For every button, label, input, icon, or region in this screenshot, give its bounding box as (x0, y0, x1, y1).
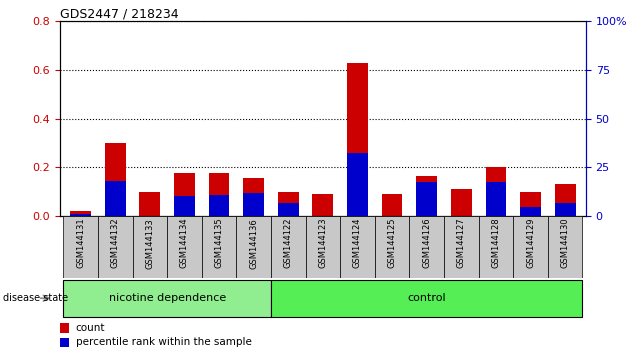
Bar (555, 202, 576, 216)
Bar (375, 216, 410, 278)
Bar (70, 213, 91, 216)
Text: GSM144122: GSM144122 (284, 218, 293, 268)
Text: GSM144131: GSM144131 (76, 218, 85, 268)
Bar (410, 216, 444, 278)
Bar (60, 324, 69, 333)
Text: GSM144123: GSM144123 (318, 218, 328, 268)
Bar (105, 143, 125, 216)
Bar (382, 194, 403, 216)
Text: GSM144127: GSM144127 (457, 218, 466, 268)
Text: GSM144132: GSM144132 (111, 218, 120, 268)
Text: disease state: disease state (3, 293, 68, 303)
Bar (486, 182, 507, 216)
Bar (209, 173, 229, 216)
Text: GDS2447 / 218234: GDS2447 / 218234 (60, 7, 178, 20)
Bar (202, 216, 236, 278)
Bar (271, 216, 306, 278)
Bar (548, 216, 583, 278)
Text: GSM144134: GSM144134 (180, 218, 189, 268)
Bar (347, 153, 368, 216)
Text: GSM144124: GSM144124 (353, 218, 362, 268)
Text: GSM144125: GSM144125 (387, 218, 397, 268)
Text: nicotine dependence: nicotine dependence (108, 293, 226, 303)
Bar (139, 192, 160, 216)
Text: percentile rank within the sample: percentile rank within the sample (76, 337, 251, 348)
Bar (451, 189, 472, 216)
Text: control: control (408, 293, 446, 303)
Bar (174, 196, 195, 216)
Text: GSM144133: GSM144133 (146, 218, 154, 269)
Bar (98, 216, 132, 278)
Bar (312, 194, 333, 216)
Bar (520, 207, 541, 216)
Text: GSM144130: GSM144130 (561, 218, 570, 268)
Text: count: count (76, 323, 105, 333)
Bar (60, 338, 69, 347)
Bar (174, 173, 195, 216)
Bar (444, 216, 479, 278)
Bar (243, 178, 264, 216)
Text: GSM144126: GSM144126 (422, 218, 431, 268)
Bar (236, 216, 271, 278)
Bar (271, 280, 583, 316)
Bar (306, 216, 340, 278)
Bar (340, 216, 375, 278)
Bar (209, 195, 229, 216)
Text: GSM144129: GSM144129 (526, 218, 535, 268)
Bar (486, 167, 507, 216)
Bar (555, 184, 576, 216)
Bar (167, 216, 202, 278)
Bar (347, 63, 368, 216)
Bar (63, 280, 271, 316)
Text: GSM144135: GSM144135 (215, 218, 224, 268)
Bar (278, 192, 299, 216)
Bar (70, 211, 91, 216)
Bar (520, 192, 541, 216)
Bar (513, 216, 548, 278)
Bar (132, 216, 167, 278)
Bar (63, 216, 98, 278)
Bar (243, 193, 264, 216)
Bar (105, 181, 125, 216)
Text: GSM144128: GSM144128 (491, 218, 500, 268)
Bar (479, 216, 513, 278)
Bar (416, 182, 437, 216)
Text: GSM144136: GSM144136 (249, 218, 258, 269)
Bar (416, 176, 437, 216)
Bar (278, 202, 299, 216)
